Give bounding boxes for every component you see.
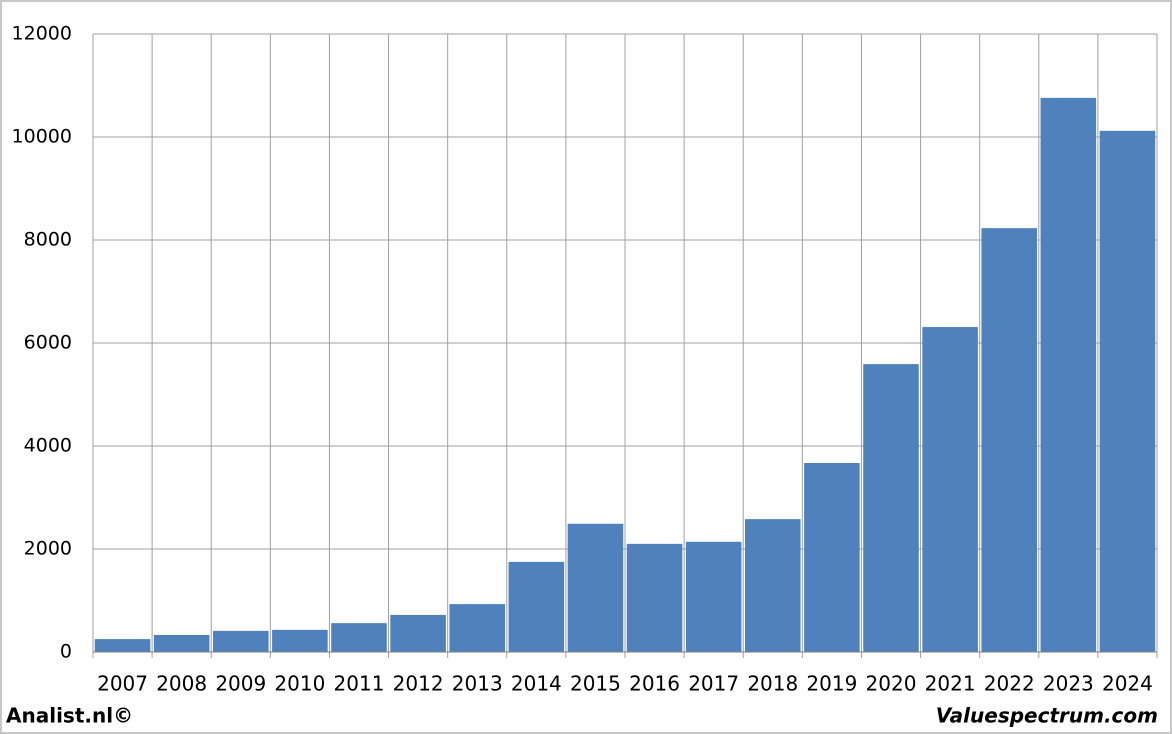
bar: [626, 543, 683, 652]
x-tick-label: 2012: [393, 672, 444, 696]
y-tick-label: 2000: [24, 538, 72, 560]
bar: [390, 614, 446, 652]
x-tick-label: 2017: [688, 672, 739, 696]
x-tick-label: 2021: [925, 672, 976, 696]
bar: [685, 541, 742, 652]
bar: [212, 630, 269, 652]
credit-left: Analist.nl©: [6, 704, 133, 728]
bar: [981, 228, 1038, 652]
x-tick-label: 2023: [1043, 672, 1094, 696]
x-tick-label: 2007: [97, 672, 148, 696]
bar: [1040, 97, 1097, 653]
bar: [744, 519, 801, 652]
bar: [272, 629, 328, 652]
x-tick-label: 2014: [511, 672, 562, 696]
y-tick-label: 0: [60, 641, 72, 663]
x-tick-label: 2020: [866, 672, 917, 696]
x-tick-label: 2019: [806, 672, 857, 696]
x-tick-label: 2009: [215, 672, 266, 696]
bar: [449, 604, 506, 652]
credit-right: Valuespectrum.com: [936, 704, 1158, 728]
bar: [567, 523, 624, 652]
bar: [863, 364, 919, 652]
x-tick-label: 2022: [984, 672, 1035, 696]
y-tick-label: 8000: [24, 229, 72, 251]
bar: [508, 561, 565, 652]
bar: [331, 623, 387, 652]
x-tick-label: 2013: [452, 672, 503, 696]
y-tick-label: 12000: [12, 23, 72, 45]
x-tick-label: 2018: [747, 672, 798, 696]
y-tick-label: 6000: [24, 332, 72, 354]
bar: [94, 639, 151, 652]
bar: [804, 462, 860, 652]
bar: [153, 635, 210, 652]
x-tick-label: 2011: [334, 672, 385, 696]
x-tick-label: 2015: [570, 672, 621, 696]
bar: [922, 327, 978, 652]
x-tick-label: 2024: [1102, 672, 1153, 696]
x-tick-label: 2016: [629, 672, 680, 696]
bar: [1099, 130, 1156, 652]
y-tick-label: 10000: [12, 126, 72, 148]
x-tick-label: 2010: [274, 672, 325, 696]
x-tick-label: 2008: [156, 672, 207, 696]
y-tick-label: 4000: [24, 435, 72, 457]
